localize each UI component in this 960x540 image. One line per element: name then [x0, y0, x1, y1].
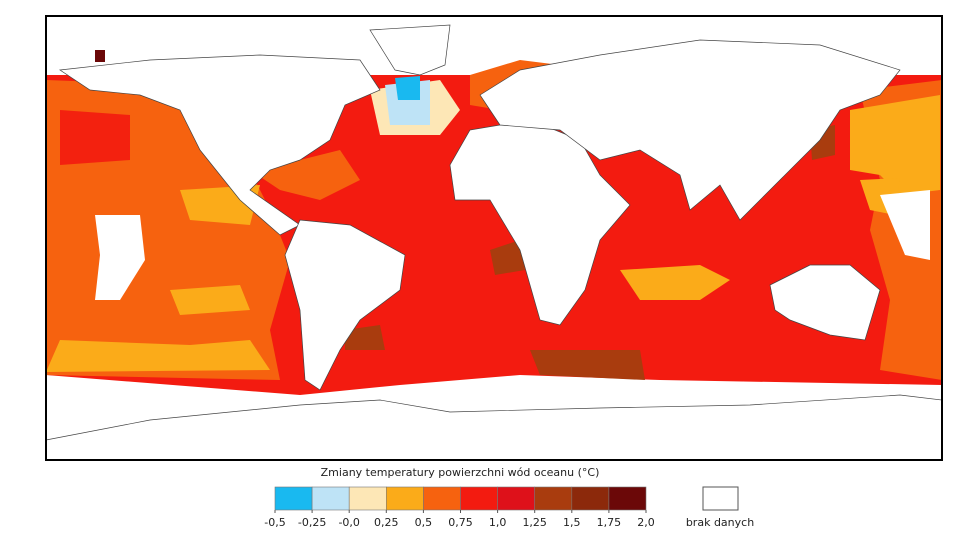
- legend-swatch: [423, 486, 461, 511]
- legend-swatch: [460, 486, 498, 511]
- legend-tick-label: -0,5: [264, 516, 285, 529]
- ocean-warming: [250, 150, 360, 200]
- legend-tick-label: -0,0: [338, 516, 359, 529]
- ocean-warming: [530, 350, 645, 380]
- ocean-warming: [345, 325, 385, 350]
- legend-swatch: [311, 486, 350, 511]
- map: [45, 15, 943, 461]
- legend-swatch: [534, 486, 573, 511]
- ocean-warming: [850, 95, 940, 195]
- ocean-cooling: [395, 76, 420, 100]
- legend-tick-label: 1,75: [597, 516, 622, 529]
- legend-swatch: [608, 486, 647, 511]
- ocean-warming: [60, 110, 130, 165]
- no-data: [95, 215, 145, 300]
- no-data-label: brak danych: [686, 516, 754, 529]
- ocean-warming: [46, 340, 270, 372]
- legend-tick-label: 0,75: [448, 516, 473, 529]
- map-frame: [45, 15, 943, 461]
- legend-swatch: [348, 486, 387, 511]
- legend-swatch: [274, 486, 313, 511]
- legend-tick-label: -0,25: [298, 516, 326, 529]
- land-south-america: [284, 219, 406, 391]
- land-greenland: [369, 24, 451, 76]
- legend-tick-label: 1,25: [522, 516, 547, 529]
- legend-swatch: [385, 486, 424, 511]
- legend-tick-label: 1,0: [489, 516, 507, 529]
- legend-swatch: [571, 486, 610, 511]
- legend-title: Zmiany temperatury powierzchni wód ocean…: [321, 466, 600, 479]
- legend-tick-label: 1,5: [563, 516, 581, 529]
- legend-tick-label: 2,0: [637, 516, 655, 529]
- legend-swatch: [497, 486, 536, 511]
- legend-tick-label: 0,25: [374, 516, 399, 529]
- legend-tick-label: 0,5: [415, 516, 433, 529]
- legend: -0,5 -0,25 -0,0 0,25 0,5 0,75 1,0 1,25 1,5 1,75 2,…: [264, 486, 655, 529]
- ocean-warming: [95, 50, 105, 62]
- land-australia: [769, 264, 881, 341]
- no-data: [880, 190, 930, 260]
- no-data-swatch: [702, 486, 739, 511]
- ocean-warming: [490, 240, 525, 275]
- ocean-warming: [170, 285, 250, 315]
- ocean-warming: [620, 265, 730, 300]
- land-north-america: [59, 54, 381, 236]
- land-eurasia: [479, 39, 901, 221]
